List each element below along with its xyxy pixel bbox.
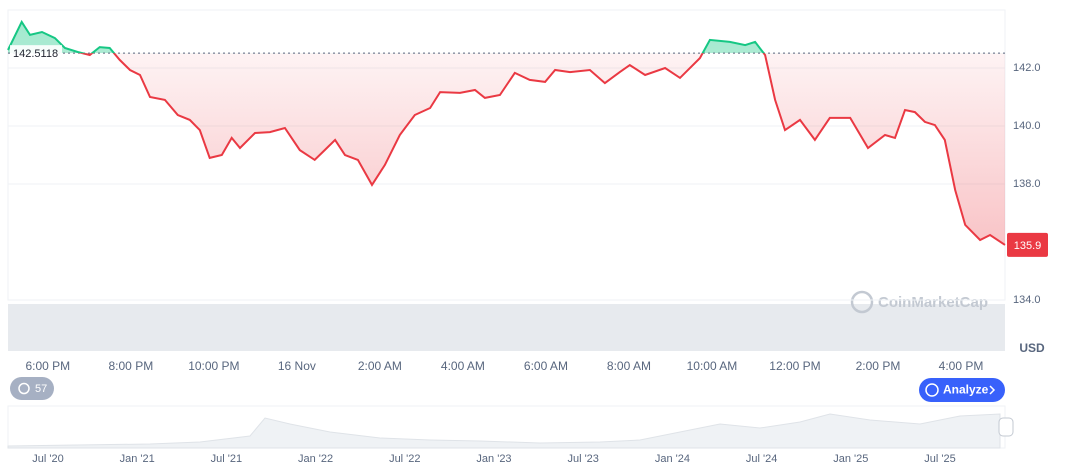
navigator-label: Jul '22 xyxy=(389,453,420,465)
navigator-handle[interactable] xyxy=(998,417,1014,437)
area-down xyxy=(8,53,1005,245)
navigator-label: Jan '21 xyxy=(120,453,155,465)
navigator-label: Jan '24 xyxy=(655,453,690,465)
baseline-label-bg xyxy=(10,45,62,62)
x-tick-label: 4:00 PM xyxy=(939,359,984,373)
y-tick-label: 140.0 xyxy=(1013,120,1041,132)
navigator-label: Jul '21 xyxy=(211,453,242,465)
navigator-label: Jul '20 xyxy=(32,453,63,465)
y-tick-label: 142.0 xyxy=(1013,62,1041,74)
y-tick-label: 134.0 xyxy=(1013,294,1041,306)
x-tick-label: 10:00 AM xyxy=(687,359,738,373)
history-count: 57 xyxy=(35,383,47,395)
navigator xyxy=(7,405,1014,449)
volume-area xyxy=(8,304,1005,351)
x-tick-label: 4:00 AM xyxy=(441,359,485,373)
current-price-badge xyxy=(1007,232,1048,257)
watermark: CoinMarketCap xyxy=(850,290,988,314)
current-price-label: 135.9 xyxy=(1014,240,1042,252)
navigator-label: Jan '23 xyxy=(476,453,511,465)
currency-label: USD xyxy=(1019,341,1045,355)
navigator-label: Jul '23 xyxy=(567,453,598,465)
x-tick-label: 8:00 PM xyxy=(109,359,154,373)
x-tick-label: 2:00 PM xyxy=(856,359,901,373)
navigator-label: Jul '24 xyxy=(746,453,777,465)
analyze-label: Analyze xyxy=(943,383,989,397)
x-tick-label: 8:00 AM xyxy=(607,359,651,373)
x-tick-label: 2:00 AM xyxy=(358,359,402,373)
navigator-label: Jan '22 xyxy=(298,453,333,465)
history-badge[interactable]: 57 xyxy=(10,377,54,400)
baseline-label: 142.5118 xyxy=(13,48,58,60)
x-tick-label: 12:00 PM xyxy=(769,359,820,373)
x-tick-label: 16 Nov xyxy=(278,359,316,373)
navigator-label: Jul '25 xyxy=(924,453,955,465)
watermark-text: CoinMarketCap xyxy=(878,294,988,311)
x-tick-label: 6:00 AM xyxy=(524,359,568,373)
analyze-button[interactable]: Analyze xyxy=(919,378,1005,402)
navigator-label: Jan '25 xyxy=(833,453,868,465)
x-tick-label: 10:00 PM xyxy=(188,359,239,373)
y-tick-label: 138.0 xyxy=(1013,178,1041,190)
x-tick-label: 6:00 PM xyxy=(25,359,70,373)
price-line-down xyxy=(78,53,1006,246)
